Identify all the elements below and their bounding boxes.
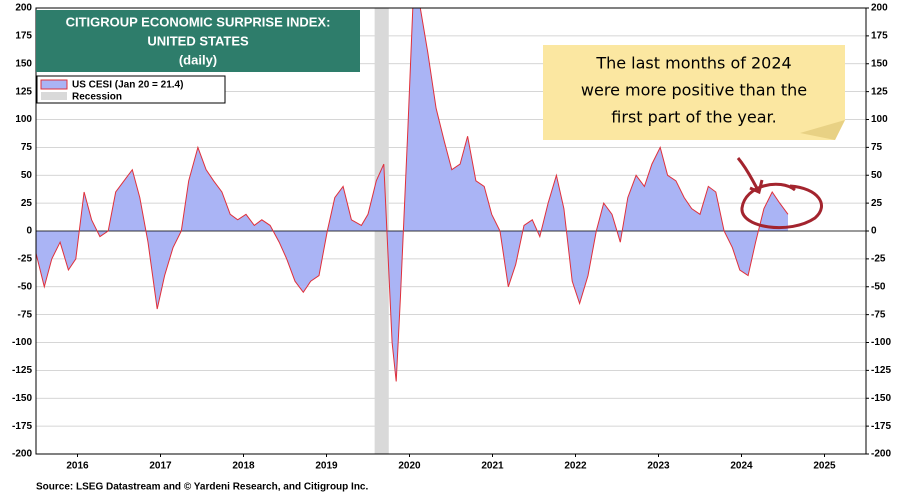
annotation: first part of the year. bbox=[611, 108, 776, 127]
y-tick-label: 0 bbox=[26, 226, 32, 237]
y2-tick-label: -100 bbox=[871, 337, 891, 348]
x-tick-label: 2023 bbox=[647, 461, 670, 472]
y2-tick-label: -25 bbox=[871, 254, 886, 265]
y2-tick-label: 75 bbox=[871, 142, 883, 153]
y-tick-label: -50 bbox=[18, 281, 33, 292]
note-box bbox=[543, 45, 845, 140]
x-tick-label: 2022 bbox=[564, 461, 587, 472]
title-box bbox=[36, 10, 360, 72]
legend-label: US CESI (Jan 20 = 21.4) bbox=[72, 80, 183, 91]
y-tick-label: 100 bbox=[15, 114, 32, 125]
annotation: The last months of 2024 bbox=[595, 54, 791, 73]
legend-swatch bbox=[40, 79, 68, 90]
y-tick-label: -100 bbox=[12, 337, 32, 348]
y-tick-label: -150 bbox=[12, 393, 32, 404]
legend-swatch bbox=[41, 92, 67, 100]
y-tick-label: 175 bbox=[15, 31, 32, 42]
y2-tick-label: -150 bbox=[871, 393, 891, 404]
y-tick-label: -125 bbox=[12, 365, 32, 376]
circle bbox=[740, 182, 823, 230]
area bbox=[36, 8, 788, 382]
annotation: were more positive than the bbox=[581, 81, 807, 100]
y-tick-label: 75 bbox=[21, 142, 33, 153]
y2-tick-label: 25 bbox=[871, 198, 883, 209]
x-tick-label: 2021 bbox=[481, 461, 504, 472]
note-fold bbox=[800, 120, 845, 140]
y-tick-label: -175 bbox=[12, 421, 32, 432]
y2-tick-label: 200 bbox=[871, 3, 888, 14]
plot bbox=[35, 7, 866, 455]
y-tick-label: 125 bbox=[15, 86, 32, 97]
legend-label: Recession bbox=[72, 92, 122, 103]
x-tick-label: 2019 bbox=[315, 461, 338, 472]
line bbox=[35, 7, 789, 382]
y2-tick-label: -175 bbox=[871, 421, 891, 432]
chart-title: CITIGROUP ECONOMIC SURPRISE INDEX: bbox=[66, 14, 331, 29]
y2-tick-label: -125 bbox=[871, 365, 891, 376]
y-tick-label: -25 bbox=[18, 254, 33, 265]
y2-tick-label: -200 bbox=[871, 449, 891, 460]
y-tick-label: -200 bbox=[12, 449, 32, 460]
y2-tick-label: 150 bbox=[871, 58, 888, 69]
x-tick-label: 2020 bbox=[398, 461, 421, 472]
y-tick-label: -75 bbox=[18, 309, 33, 320]
legend bbox=[36, 75, 226, 104]
y2-tick-label: 125 bbox=[871, 86, 888, 97]
chart-title: UNITED STATES bbox=[147, 33, 249, 48]
y-tick-label: 200 bbox=[15, 3, 32, 14]
source: Source: LSEG Datastream and © Yardeni Re… bbox=[36, 482, 368, 493]
y-tick-label: 25 bbox=[21, 198, 33, 209]
chart-title: (daily) bbox=[179, 52, 217, 67]
x-tick-label: 2018 bbox=[232, 461, 255, 472]
y2-tick-label: 100 bbox=[871, 114, 888, 125]
x-tick-label: 2016 bbox=[66, 461, 89, 472]
y2-tick-label: -75 bbox=[871, 309, 886, 320]
y2-tick-label: 50 bbox=[871, 170, 883, 181]
y-tick-label: 150 bbox=[15, 58, 32, 69]
x-tick-label: 2017 bbox=[149, 461, 172, 472]
y2-tick-label: -50 bbox=[871, 281, 886, 292]
y2-tick-label: 175 bbox=[871, 31, 888, 42]
x-tick-label: 2024 bbox=[730, 461, 753, 472]
x-tick-label: 2025 bbox=[813, 461, 836, 472]
y2-tick-label: 0 bbox=[871, 226, 877, 237]
y-tick-label: 50 bbox=[21, 170, 33, 181]
